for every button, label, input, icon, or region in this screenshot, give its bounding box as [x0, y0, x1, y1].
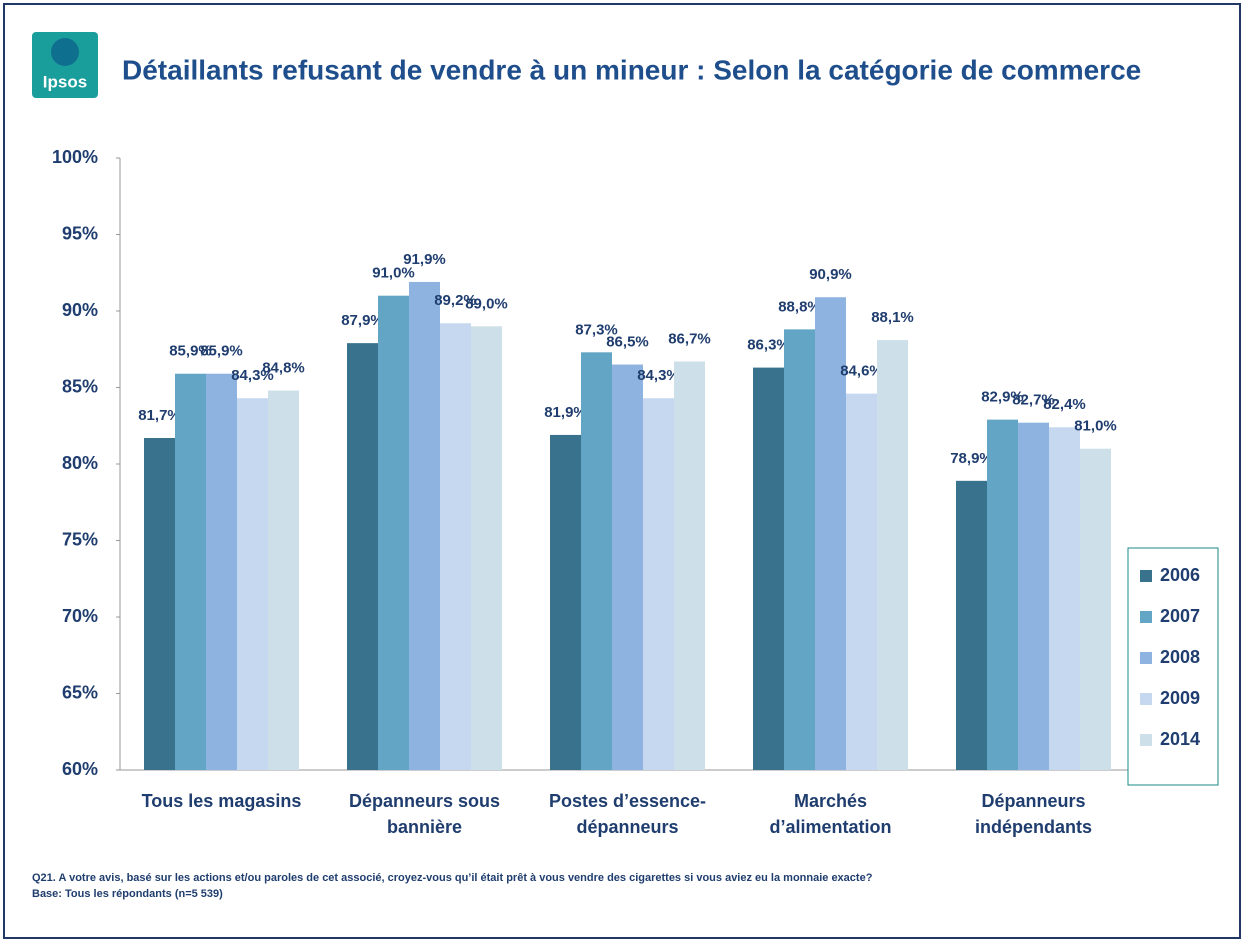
y-tick-label: 60% — [62, 759, 98, 779]
bar — [877, 340, 908, 770]
value-label: 86,3% — [747, 337, 790, 354]
bar — [987, 419, 1018, 770]
value-label: 86,7% — [668, 330, 711, 347]
bar — [956, 480, 987, 770]
value-label: 81,0% — [1074, 418, 1117, 435]
x-tick-label: Marchés d’alimentation — [769, 791, 892, 837]
bar — [471, 326, 502, 770]
bar — [144, 437, 175, 770]
value-label: 84,6% — [840, 363, 883, 380]
value-label: 82,9% — [981, 389, 1024, 406]
value-label: 91,9% — [403, 251, 446, 268]
bar — [753, 367, 784, 770]
bar — [612, 364, 643, 770]
legend-swatch — [1140, 570, 1152, 582]
value-label: 89,2% — [434, 292, 477, 309]
bar — [378, 295, 409, 770]
bar — [846, 393, 877, 770]
logo-figure — [51, 38, 79, 66]
value-label: 88,1% — [871, 309, 914, 326]
value-label: 91,0% — [372, 265, 415, 282]
bar — [206, 373, 237, 770]
footnote: Base: Tous les répondants (n=5 539) — [32, 888, 223, 900]
value-label: 84,3% — [231, 367, 274, 384]
value-label: 85,9% — [200, 343, 243, 360]
chart-title: Détaillants refusant de vendre à un mine… — [122, 54, 1141, 85]
value-label: 87,9% — [341, 312, 384, 329]
y-tick-label: 100% — [52, 147, 98, 167]
value-label: 81,9% — [544, 404, 587, 421]
value-label: 86,5% — [606, 334, 649, 351]
legend-label: 2009 — [1160, 688, 1200, 708]
y-tick-label: 75% — [62, 529, 98, 549]
y-tick-label: 65% — [62, 682, 98, 702]
value-label: 87,3% — [575, 321, 618, 338]
value-label: 88,8% — [778, 298, 821, 315]
bar — [1080, 448, 1111, 770]
bar — [815, 297, 846, 770]
legend-swatch — [1140, 611, 1152, 623]
y-tick-label: 90% — [62, 300, 98, 320]
value-label: 90,9% — [809, 266, 852, 283]
bar — [440, 323, 471, 770]
bar — [175, 373, 206, 770]
legend-label: 2014 — [1160, 729, 1200, 749]
value-label: 81,7% — [138, 407, 181, 424]
legend-swatch — [1140, 693, 1152, 705]
footnote: Q21. A votre avis, basé sur les actions … — [32, 872, 873, 884]
value-label: 84,8% — [262, 360, 305, 377]
logo-text: Ipsos — [43, 72, 87, 91]
bar — [268, 390, 299, 770]
bar — [347, 343, 378, 770]
x-tick-label: Dépanneurs indépendants — [974, 791, 1092, 837]
legend-swatch — [1140, 734, 1152, 746]
bar — [550, 434, 581, 770]
value-label: 78,9% — [950, 450, 993, 467]
value-label: 82,7% — [1012, 392, 1055, 409]
bar — [237, 398, 268, 770]
bar — [674, 361, 705, 770]
frame — [3, 3, 1241, 939]
y-tick-label: 95% — [62, 223, 98, 243]
x-tick-label: Tous les magasins — [141, 791, 302, 811]
legend-swatch — [1140, 652, 1152, 664]
legend-label: 2008 — [1160, 647, 1200, 667]
legend-label: 2007 — [1160, 606, 1200, 626]
legend-label: 2006 — [1160, 565, 1200, 585]
x-tick-label: Postes d’essence-dépanneurs — [548, 791, 707, 837]
bar — [1049, 427, 1080, 770]
bar — [409, 281, 440, 770]
value-label: 85,9% — [169, 343, 212, 360]
value-label: 82,4% — [1043, 396, 1086, 413]
bar — [784, 329, 815, 770]
y-tick-label: 80% — [62, 453, 98, 473]
bar — [1018, 422, 1049, 770]
y-tick-label: 70% — [62, 606, 98, 626]
bar — [643, 398, 674, 770]
bar — [581, 352, 612, 770]
value-label: 89,0% — [465, 295, 508, 312]
y-tick-label: 85% — [62, 376, 98, 396]
value-label: 84,3% — [637, 367, 680, 384]
x-tick-label: Dépanneurs sous bannière — [348, 791, 501, 837]
